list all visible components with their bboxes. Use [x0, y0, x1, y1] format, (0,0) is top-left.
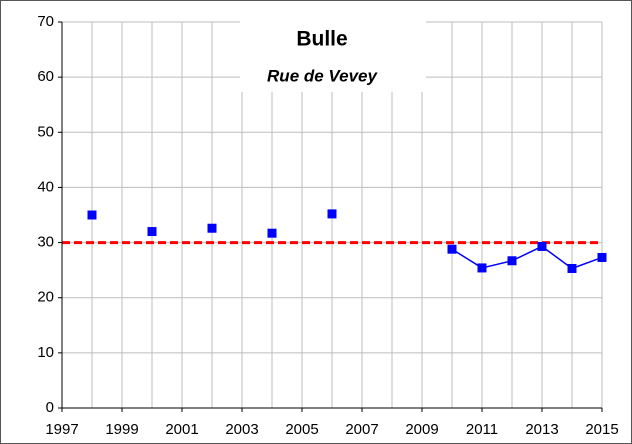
- point: [537, 241, 547, 251]
- point: [207, 223, 217, 233]
- y-tick-label: 70: [37, 13, 54, 30]
- x-tick-label: 1997: [45, 421, 78, 438]
- y-tick-label: 30: [37, 234, 54, 251]
- y-tick-label: 0: [46, 399, 54, 416]
- y-tick-label: 50: [37, 123, 54, 140]
- point: [267, 228, 277, 238]
- x-tick-label: 2001: [165, 421, 198, 438]
- y-tick-label: 10: [37, 344, 54, 361]
- point: [327, 209, 337, 219]
- y-tick-label: 60: [37, 68, 54, 85]
- point: [567, 263, 577, 273]
- chart-subtitle: Rue de Vevey: [267, 66, 378, 85]
- x-tick-label: 2011: [466, 421, 498, 438]
- point: [507, 256, 517, 266]
- series-line: [451, 245, 603, 270]
- point: [147, 227, 157, 237]
- chart-title: Bulle: [296, 28, 347, 51]
- x-tick-label: 2005: [285, 421, 318, 438]
- y-tick-label: 40: [37, 178, 54, 195]
- point: [477, 263, 487, 273]
- x-tick-label: 2003: [225, 421, 258, 438]
- x-tick-label: 2007: [345, 421, 378, 438]
- point: [597, 252, 607, 262]
- plot: [62, 209, 607, 273]
- y-tick-label: 20: [37, 289, 54, 306]
- x-tick-label: 2013: [525, 421, 558, 438]
- point: [447, 244, 457, 254]
- point: [87, 210, 97, 220]
- x-tick-label: 2015: [585, 421, 618, 438]
- title-box: [240, 20, 426, 92]
- x-tick-label: 2009: [405, 421, 438, 438]
- x-tick-label: 1999: [105, 421, 138, 438]
